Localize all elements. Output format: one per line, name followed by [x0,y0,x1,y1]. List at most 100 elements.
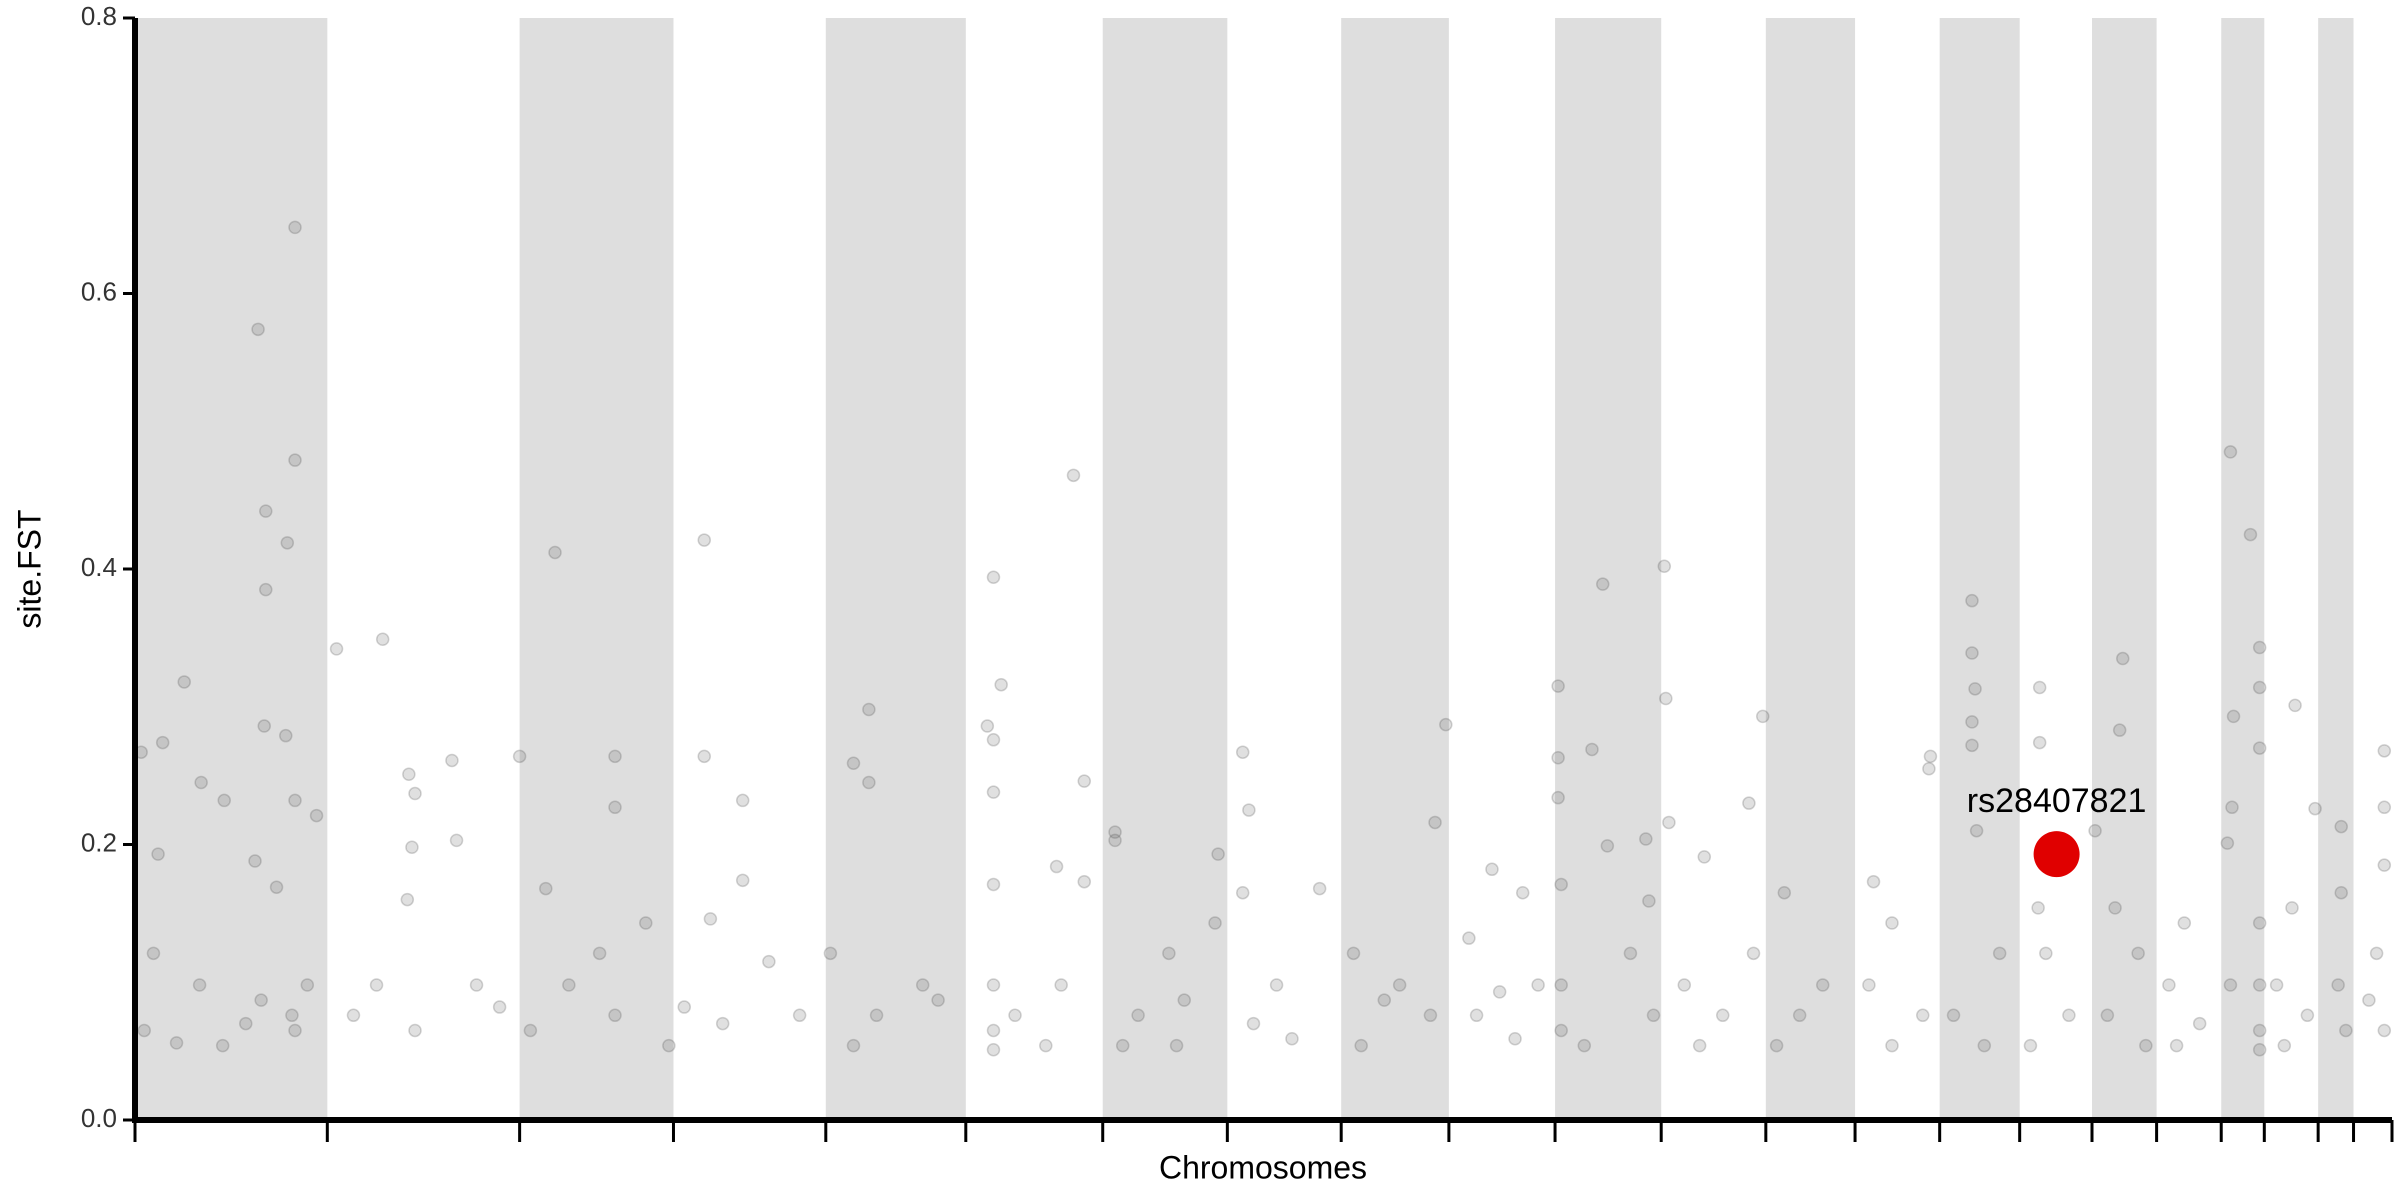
point [1585,742,1599,757]
point [1162,946,1176,961]
chromosome-band [1765,18,1856,1120]
point [1054,978,1068,992]
point [1211,847,1225,861]
point [1916,1008,1930,1023]
point [469,978,484,992]
point [1492,985,1507,999]
point [288,1023,302,1038]
point [375,632,390,647]
point [1423,1008,1438,1023]
point [1508,1031,1522,1046]
point [2108,901,2122,915]
point [1246,1016,1261,1031]
point [986,733,1001,747]
point [1657,559,1672,573]
point [2252,978,2267,992]
point [248,854,262,868]
point [346,1008,361,1023]
point [1169,1038,1184,1053]
chromosome-band [1102,18,1228,1120]
point [2252,741,2267,755]
point [1039,1038,1053,1053]
point [1551,790,1565,805]
point [1285,1031,1299,1046]
point [2334,885,2348,900]
point [1777,885,1792,900]
point [2169,1038,2184,1053]
point [1992,946,2007,961]
point [2039,946,2053,961]
point [2300,1008,2315,1023]
point [1485,862,1499,877]
point [1715,1008,1730,1023]
point [1922,761,1936,776]
point [177,675,191,689]
point [309,808,324,823]
point [2288,698,2302,713]
point [288,793,302,808]
point [269,880,284,894]
point [2362,993,2376,1007]
point [1965,738,1979,753]
point [862,775,876,790]
point [1235,745,1250,759]
point [369,978,384,992]
chromosome-band [825,18,966,1120]
point [2277,1038,2292,1053]
point [2252,1023,2267,1038]
point [1108,833,1122,848]
point [1177,993,1192,1007]
point [2308,801,2322,816]
point [1554,877,1568,892]
point [137,1023,151,1038]
point [1697,850,1712,864]
points: rs28407821 [134,220,2392,1057]
point [715,1016,730,1031]
point [512,749,527,764]
x-axis-title: Chromosomes [1159,1149,1367,1185]
point [1815,978,1830,992]
point [329,642,344,656]
point [1946,1008,1961,1023]
point [239,1016,253,1031]
axes: 0.0 0.2 0.4 0.6 0.8 [81,1,2394,1142]
point [1439,717,1453,732]
point [1977,1038,1992,1053]
point [2100,1008,2115,1023]
point [1554,1023,1568,1038]
chromosome-band [2221,18,2265,1120]
point [2252,1042,2267,1057]
point [402,767,416,781]
point [1377,993,1392,1007]
point [1077,874,1092,889]
point [408,1023,422,1038]
point [1769,1038,1784,1053]
point [1755,709,1770,724]
point [2269,978,2284,992]
point [2223,445,2238,459]
point [931,993,945,1007]
chromosome-bands [135,18,2354,1120]
chromosome-band [1341,18,1449,1120]
y-tick-label: 0.8 [81,1,117,31]
point [1692,1038,1707,1053]
point [1242,803,1256,817]
point [2223,978,2238,992]
point [1554,978,1568,992]
point [2377,800,2392,815]
point [1600,839,1615,853]
point [492,1000,507,1014]
point [1354,1038,1368,1053]
point [1662,815,1676,830]
y-axis-title: site.FST [11,509,47,628]
point [1742,796,1756,810]
point [1965,646,1979,660]
point [2112,723,2127,737]
point [986,877,1001,892]
point [2369,946,2384,961]
y-tick-label: 0.4 [81,552,117,582]
point [548,545,562,560]
point [2031,901,2045,915]
